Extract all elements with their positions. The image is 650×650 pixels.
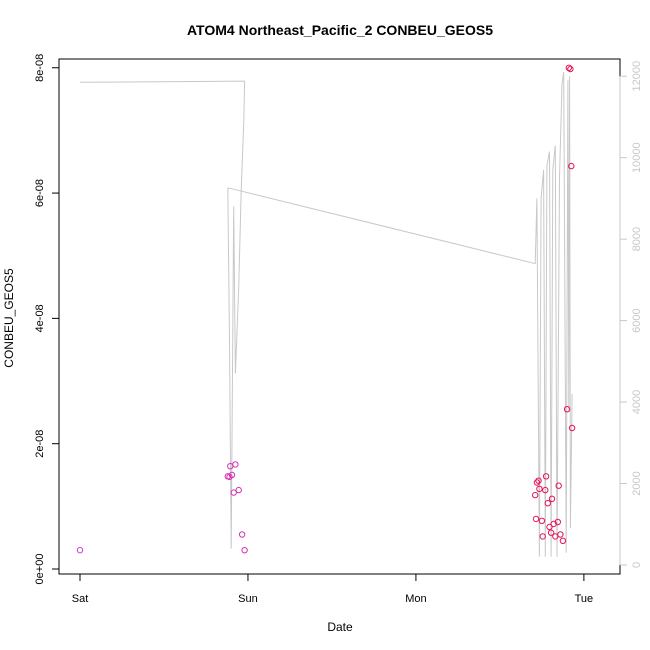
y-right-tick-label: 10000	[631, 142, 643, 173]
data-point	[544, 500, 551, 507]
data-point	[546, 523, 553, 531]
data-point	[76, 547, 84, 554]
data-point	[567, 65, 574, 73]
y-left-tick-label: 8e-08	[34, 54, 46, 82]
plot-frame	[58, 58, 621, 575]
y-axis-label: CONBEU_GEOS5	[2, 268, 16, 368]
x-tick-label: Sat	[72, 593, 89, 605]
data-point	[238, 531, 246, 538]
y-left-tick-label: 0e+00	[34, 554, 46, 585]
data-point	[539, 533, 546, 540]
x-tick-label: Mon	[405, 593, 426, 605]
y-left-tick-label: 6e-08	[34, 179, 46, 207]
data-point	[533, 479, 541, 486]
data-point	[535, 477, 542, 484]
chart-title: ATOM4 Northeast_Pacific_2 CONBEU_GEOS5	[187, 22, 493, 38]
y-right-tick-label: 2000	[631, 471, 643, 495]
data-point	[542, 473, 550, 480]
y-right-tick-label: 4000	[631, 390, 643, 414]
data-point	[559, 537, 567, 544]
data-point	[555, 482, 562, 489]
data-point	[548, 495, 556, 502]
x-axis-label: Date	[327, 620, 353, 634]
data-point	[568, 424, 576, 432]
series-line	[79, 72, 573, 557]
data-point	[230, 489, 237, 496]
y-right-tick-label: 6000	[631, 308, 643, 332]
data-point	[547, 529, 555, 536]
x-axis: Sat Sun Mon Tue	[72, 573, 594, 605]
y-axis-right: 0 2000 4000 6000 8000 10000 12000	[619, 61, 643, 568]
data-point	[542, 486, 549, 494]
x-tick-label: Tue	[575, 593, 594, 605]
y-right-tick-label: 0	[631, 562, 643, 568]
y-right-tick-label: 12000	[631, 61, 643, 92]
y-left-tick-label: 4e-08	[34, 304, 46, 332]
data-point	[538, 517, 546, 524]
y-left-tick-label: 2e-08	[34, 430, 46, 458]
data-point	[554, 518, 561, 526]
data-point	[563, 406, 571, 413]
data-point	[565, 64, 572, 72]
data-point	[532, 515, 540, 523]
right-axis-series-line	[79, 72, 573, 557]
x-tick-label: Sun	[238, 593, 258, 605]
data-point	[532, 491, 539, 499]
data-point	[568, 162, 575, 170]
y-axis-left: 0e+00 2e-08 4e-08 6e-08 8e-08	[34, 54, 60, 585]
data-point	[232, 461, 239, 468]
y-right-tick-label: 8000	[631, 227, 643, 251]
data-points	[76, 64, 576, 554]
data-point	[536, 485, 543, 492]
data-point	[235, 486, 242, 494]
data-point	[228, 471, 236, 479]
data-point	[241, 547, 248, 554]
data-point	[557, 531, 564, 538]
